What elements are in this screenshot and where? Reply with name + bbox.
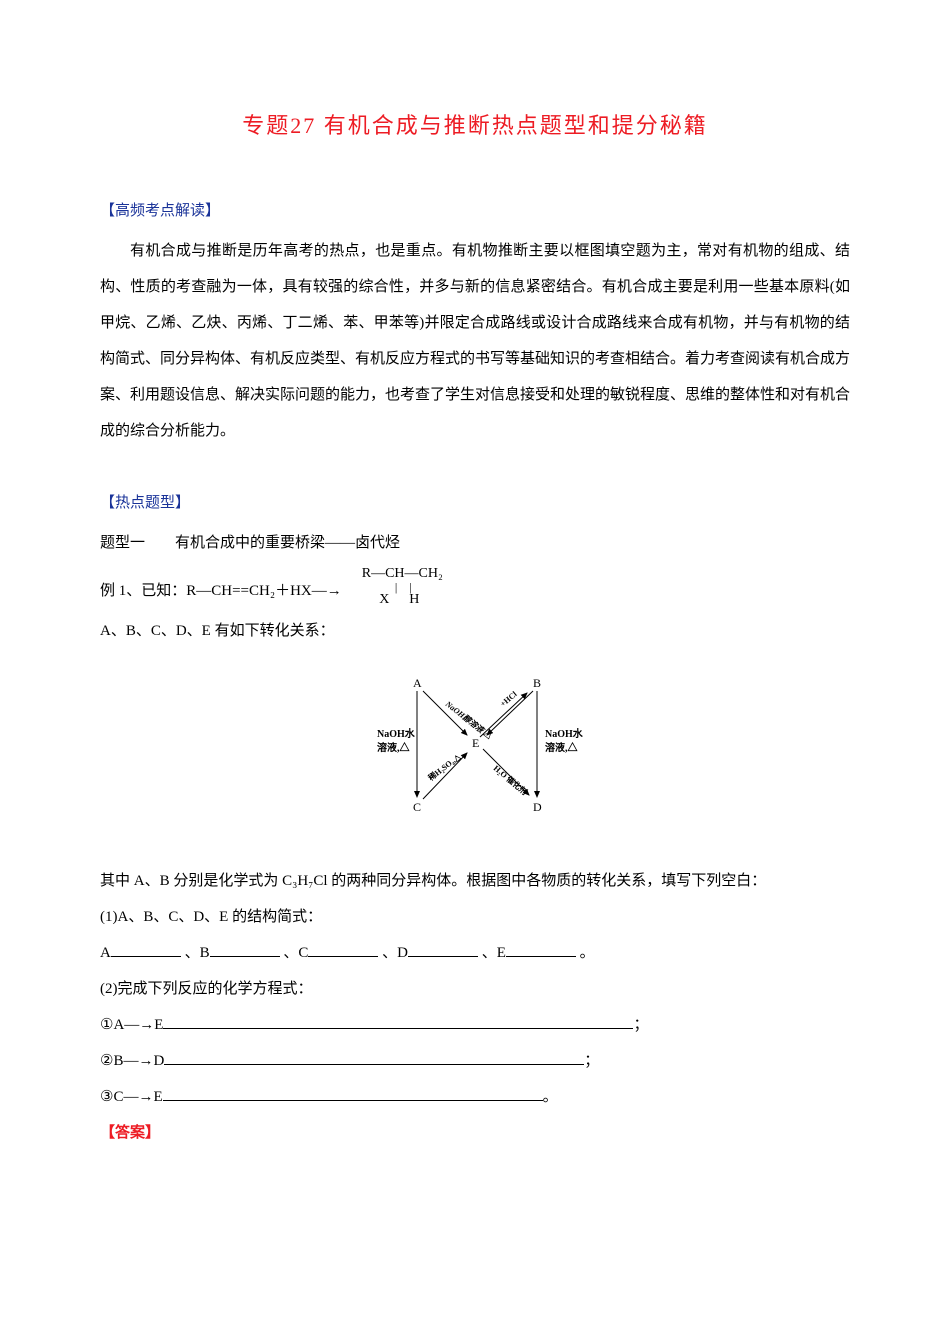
- edge-ae-label: NaOH醇溶液 △: [443, 699, 494, 742]
- section1-paragraph: 有机合成与推断是历年高考的热点，也是重点。有机物推断主要以框图填空题为主，常对有…: [100, 233, 850, 449]
- blank-c[interactable]: [308, 941, 378, 957]
- example-formula-row: 例 1、已知：R—CH==CH₂＋HX—→ R—CH—CH₂ || XH: [100, 567, 850, 609]
- structure-formula: R—CH—CH₂ || XH: [362, 567, 443, 607]
- page-title: 专题27 有机合成与推断热点题型和提分秘籍: [100, 100, 850, 153]
- blank-c-label: 、C: [283, 945, 308, 961]
- blank-d-label: 、D: [382, 945, 408, 961]
- blank-a-label: A: [100, 945, 111, 961]
- blank-eq2[interactable]: [164, 1049, 584, 1065]
- blank-e-label: 、E: [482, 945, 506, 961]
- structure-row1: R—CH—CH₂: [362, 567, 443, 581]
- q2-item-2: ②B—→D；: [100, 1043, 850, 1079]
- diagram-container: A B C D E NaOH水 溶液,△ NaOH水 溶液,△ NaOH醇溶液 …: [100, 669, 850, 833]
- blank-end: 。: [580, 945, 595, 961]
- q2-i2-label: ②B—→D: [100, 1053, 164, 1069]
- spacer: [100, 449, 850, 475]
- edge-ce-label: 稀H₂SO₄,△: [426, 751, 463, 783]
- blank-b[interactable]: [210, 941, 280, 957]
- right-label-bot: 溶液,△: [545, 741, 579, 754]
- node-d: D: [533, 800, 542, 814]
- q2-item-3: ③C—→E。: [100, 1079, 850, 1115]
- conversion-diagram: A B C D E NaOH水 溶液,△ NaOH水 溶液,△ NaOH醇溶液 …: [335, 669, 615, 819]
- structure-row2: ||: [362, 581, 443, 593]
- edge-be-label: +HCl: [499, 689, 520, 708]
- blank-eq1[interactable]: [163, 1013, 633, 1029]
- q1-blanks-line: A 、B 、C 、D 、E 。: [100, 935, 850, 971]
- blank-d[interactable]: [408, 941, 478, 957]
- structure-row3: XH: [362, 593, 443, 607]
- node-b: B: [533, 676, 541, 690]
- q1-label: (1)A、B、C、D、E 的结构简式：: [100, 899, 850, 935]
- page-container: 专题27 有机合成与推断热点题型和提分秘籍 【高频考点解读】 有机合成与推断是历…: [0, 0, 950, 1231]
- edge-de-label: H₂O 催化剂: [492, 763, 530, 797]
- question-intro: 其中 A、B 分别是化学式为 C₃H₇Cl 的两种同分异构体。根据图中各物质的转…: [100, 863, 850, 899]
- answer-text: 【答案】: [100, 1125, 160, 1141]
- section-header-1: 【高频考点解读】: [100, 193, 850, 229]
- section-header-2: 【热点题型】: [100, 485, 850, 521]
- right-label-top: NaOH水: [545, 727, 584, 740]
- q2-i3-label: ③C—→E: [100, 1089, 163, 1105]
- left-label-bot: 溶液,△: [377, 741, 410, 754]
- blank-b-label: 、B: [185, 945, 210, 961]
- q2-label: (2)完成下列反应的化学方程式：: [100, 971, 850, 1007]
- answer-label: 【答案】: [100, 1115, 850, 1151]
- blank-a[interactable]: [111, 941, 181, 957]
- left-label-top: NaOH水: [377, 727, 416, 740]
- example-prefix: 例 1、已知：R—CH==CH₂＋HX—→: [100, 573, 342, 609]
- relation-line: A、B、C、D、E 有如下转化关系：: [100, 613, 850, 649]
- node-c: C: [413, 800, 421, 814]
- node-e: E: [472, 736, 479, 750]
- blank-eq3[interactable]: [163, 1085, 543, 1101]
- node-a: A: [413, 676, 422, 690]
- q2-i1-label: ①A—→E: [100, 1017, 163, 1033]
- blank-e[interactable]: [506, 941, 576, 957]
- topic-line: 题型一 有机合成中的重要桥梁——卤代烃: [100, 525, 850, 561]
- q2-item-1: ①A—→E；: [100, 1007, 850, 1043]
